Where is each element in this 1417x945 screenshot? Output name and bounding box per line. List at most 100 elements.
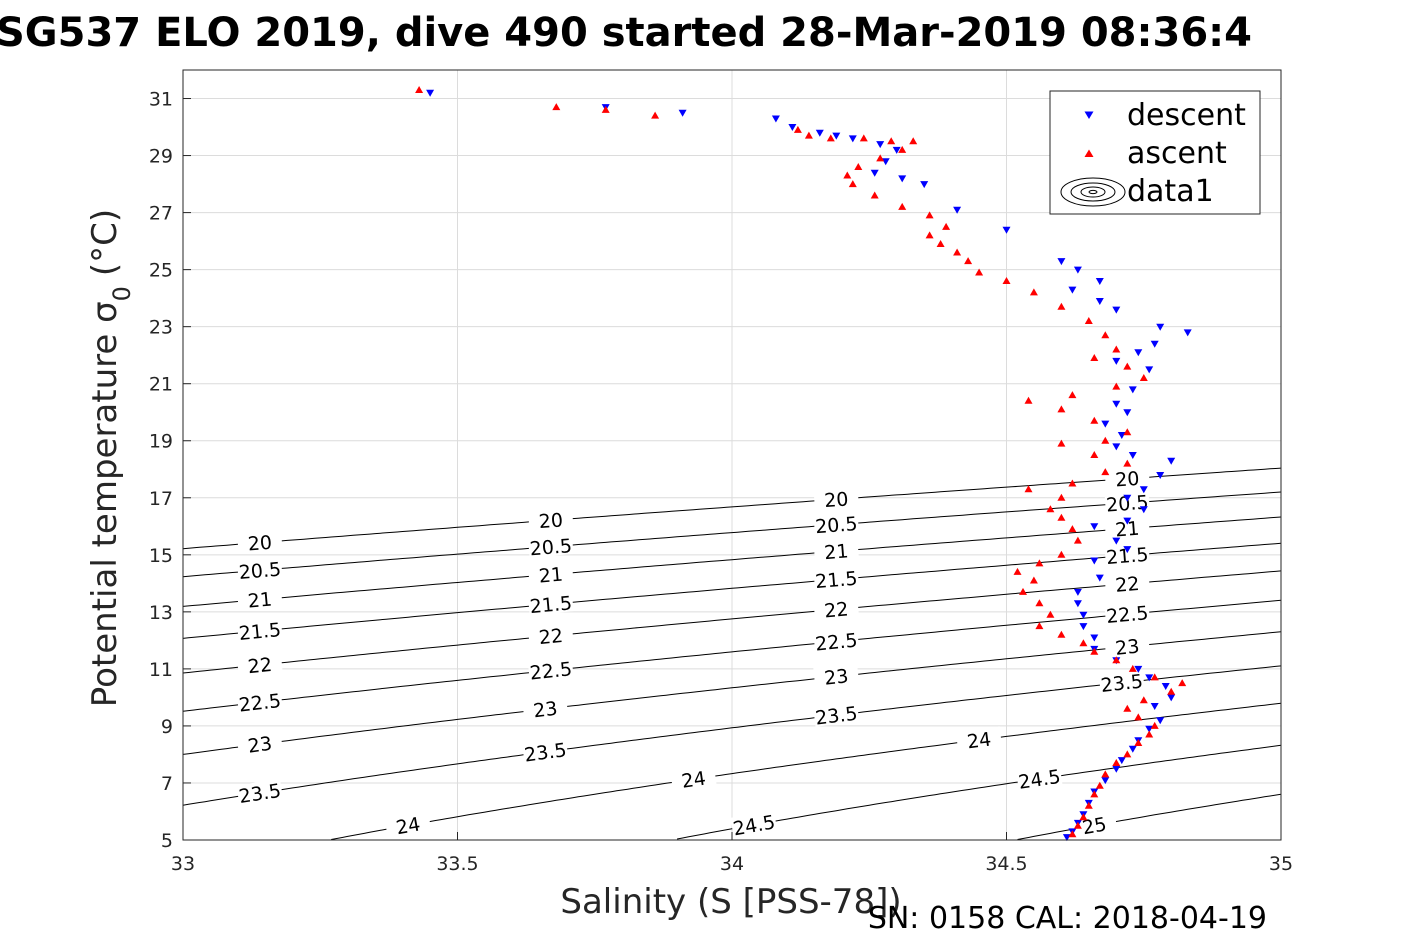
descent-point-3 (771, 115, 780, 123)
descent-point-59 (1145, 725, 1154, 733)
y-axis-label-unit: (°C) (85, 209, 125, 276)
contour-label-22: 22 (1114, 573, 1140, 597)
ascent-point-2 (601, 105, 610, 113)
x-tick-label-1: 33.5 (436, 853, 478, 875)
contour-label-bg-20.5 (1104, 490, 1150, 514)
contour-label-bg-22.5 (527, 657, 574, 682)
ascent-point-34 (1068, 391, 1077, 399)
x-tick-label-3: 34.5 (985, 853, 1027, 875)
ascent-point-73 (1123, 750, 1132, 758)
descent-point-22 (1156, 323, 1165, 331)
descent-point-26 (1112, 357, 1121, 365)
ascent-point-58 (1035, 622, 1044, 630)
contour-label-20: 20 (1115, 468, 1141, 492)
ascent-point-43 (1101, 468, 1110, 476)
contour-line-25 (1017, 793, 1282, 840)
contour-label-bg-21.5 (813, 566, 859, 591)
contour-label-bg-21.5 (1104, 542, 1150, 567)
ascent-point-27 (1084, 317, 1093, 324)
y-axis-label-main: Potential temperature σ (85, 301, 125, 707)
ascent-point-25 (1029, 288, 1038, 296)
descent-point-47 (1073, 600, 1082, 608)
ascent-point-54 (1029, 576, 1038, 584)
contour-line-24 (331, 702, 1282, 840)
contour-label-bg-24.5 (1016, 764, 1063, 791)
ascent-point-70 (1150, 721, 1159, 729)
x-axis-ticks: 33 33.5 34 34.5 35 (171, 832, 1293, 875)
ascent-point-47 (1046, 505, 1055, 513)
x-tick-label-4: 35 (1269, 853, 1293, 875)
legend-ascent-marker (1084, 149, 1094, 157)
ascent-point-61 (1090, 647, 1099, 655)
contour-label-20: 20 (538, 509, 564, 533)
contour-label-bg-22 (813, 596, 860, 621)
ascent-point-64 (1150, 673, 1159, 681)
contour-label-23: 23 (823, 665, 849, 689)
y-axis-label: Potential temperature σ0 (°C) (85, 209, 136, 707)
ascent-point-35 (1024, 396, 1033, 404)
contour-label-bg-23 (813, 663, 860, 688)
ascent-point-71 (1145, 730, 1154, 738)
contour-label-bg-20.5 (813, 512, 859, 536)
descent-point-19 (1068, 286, 1077, 294)
ascent-point-46 (1057, 493, 1066, 501)
ascent-point-68 (1123, 704, 1132, 712)
descent-point-39 (1139, 506, 1148, 514)
contour-line-23 (182, 631, 1282, 755)
contour-label-22.5: 22.5 (814, 630, 858, 656)
descent-point-34 (1128, 452, 1137, 459)
descent-point-30 (1123, 409, 1132, 417)
contour-label-bg-22.5 (813, 628, 860, 653)
descent-point-21 (1112, 306, 1121, 314)
descent-point-8 (876, 141, 885, 149)
ascent-point-81 (1068, 830, 1077, 838)
ascent-point-72 (1134, 739, 1143, 746)
contour-label-22.5: 22.5 (1105, 602, 1149, 628)
contour-label-bg-23 (522, 695, 569, 721)
y-tick-label-3: 11 (149, 659, 173, 681)
descent-point-44 (1090, 557, 1099, 565)
ascent-point-18 (942, 222, 951, 230)
ascent-point-22 (964, 257, 973, 265)
ascent-point-55 (1019, 587, 1027, 595)
ascent-point-16 (898, 202, 907, 210)
contour-label-20: 20 (824, 488, 850, 512)
descent-point-64 (1101, 777, 1110, 785)
contour-label-bg-20.5 (237, 557, 283, 582)
descent-point-33 (1112, 443, 1121, 451)
ascent-point-23 (975, 268, 984, 276)
contour-label-24: 24 (680, 768, 707, 793)
ascent-point-63 (1128, 664, 1137, 672)
descent-point-9 (892, 146, 901, 154)
contour-line-23.5 (182, 665, 1282, 806)
contour-label-20.5: 20.5 (814, 513, 858, 538)
descent-point-41 (1090, 523, 1099, 531)
contour-label-22.5: 22.5 (529, 658, 573, 684)
contour-label-bg-20 (813, 486, 859, 510)
descent-point-61 (1128, 745, 1137, 753)
ascent-point-24 (1002, 277, 1011, 284)
contour-label-bg-24 (955, 726, 1003, 752)
y-axis-label-subscript: 0 (108, 286, 136, 301)
ascent-point-44 (1068, 479, 1077, 487)
ascent-point-38 (1123, 428, 1132, 436)
ascent-point-26 (1057, 302, 1066, 310)
ascent-point-49 (1068, 525, 1077, 533)
contour-label-24: 24 (966, 729, 993, 754)
ascent-point-79 (1079, 813, 1088, 821)
ascent-point-45 (1024, 485, 1033, 493)
y-tick-label-1: 7 (161, 773, 173, 795)
ascent-point-19 (925, 231, 934, 239)
descent-point-28 (1128, 386, 1137, 394)
descent-point-2 (678, 109, 687, 117)
descent-point-24 (1150, 340, 1159, 348)
descent-point-4 (788, 124, 797, 131)
contour-line-22.5 (182, 599, 1282, 712)
y-tick-label-13: 31 (149, 89, 173, 111)
ascent-point-76 (1095, 781, 1104, 789)
ascent-point-4 (793, 125, 802, 133)
ascent-point-77 (1090, 790, 1099, 798)
ascent-point-66 (1167, 687, 1176, 695)
ascent-point-62 (1112, 656, 1121, 664)
legend-contour-marker (1060, 177, 1126, 207)
